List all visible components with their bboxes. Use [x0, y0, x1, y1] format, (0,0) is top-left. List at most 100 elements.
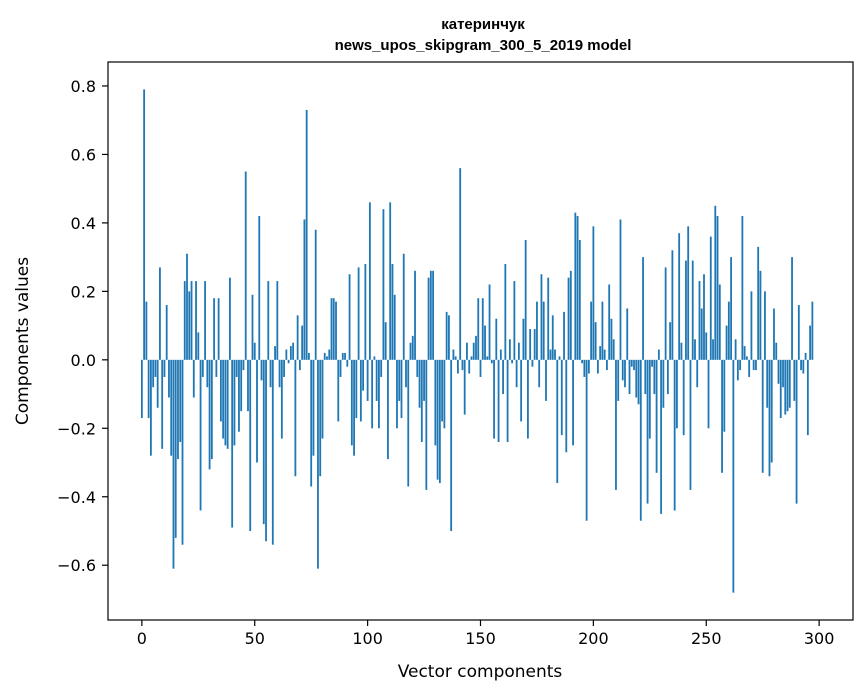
bar: [256, 359, 258, 463]
bar: [536, 301, 538, 360]
bar: [258, 216, 261, 360]
bar: [459, 168, 462, 360]
bar: [330, 298, 333, 360]
bar: [635, 359, 638, 398]
bar: [407, 359, 410, 487]
bar: [777, 359, 780, 384]
bar: [310, 359, 313, 487]
y-tick-label: 0.0: [71, 351, 96, 370]
bar: [797, 305, 800, 360]
bar: [642, 257, 644, 360]
bar: [721, 359, 723, 473]
bar: [274, 346, 276, 360]
bar: [398, 359, 401, 401]
bar: [226, 359, 229, 449]
bar: [355, 359, 358, 419]
bar: [655, 359, 658, 473]
bar: [188, 291, 191, 360]
bar: [145, 301, 148, 360]
bar: [319, 359, 322, 477]
bar: [531, 359, 534, 367]
bar: [240, 359, 243, 412]
bar: [637, 359, 640, 405]
bar: [513, 281, 516, 360]
bar: [429, 270, 432, 360]
bar: [488, 284, 491, 360]
bar: [804, 352, 807, 360]
bar: [251, 294, 254, 360]
bar: [213, 298, 216, 360]
bar: [197, 332, 200, 360]
bar: [748, 359, 751, 377]
bar: [389, 202, 392, 360]
bar: [409, 342, 412, 360]
bar: [508, 339, 511, 360]
bar: [741, 216, 744, 360]
bars-group: [140, 89, 814, 593]
bar: [732, 359, 735, 593]
bar: [468, 359, 471, 374]
bar: [375, 359, 378, 401]
bar: [621, 359, 624, 381]
bar: [633, 359, 635, 371]
bar: [606, 359, 608, 371]
bar: [159, 267, 161, 360]
bar: [366, 359, 369, 401]
bar: [773, 308, 775, 360]
bar: [703, 274, 705, 360]
bar: [734, 339, 737, 360]
bar: [547, 277, 550, 360]
bar: [648, 359, 651, 439]
bar: [788, 359, 791, 408]
bar: [301, 325, 304, 360]
x-axis-label: Vector components: [398, 662, 563, 682]
bar: [764, 291, 766, 360]
bar: [206, 359, 209, 388]
bar: [653, 359, 656, 395]
bar: [545, 359, 547, 401]
plot-frame: [107, 61, 854, 621]
bar: [321, 359, 324, 439]
bar: [443, 359, 446, 429]
bar: [743, 346, 746, 360]
bar: [558, 356, 561, 360]
bar: [696, 359, 699, 388]
bar: [495, 318, 498, 360]
bar: [520, 359, 523, 422]
bar: [615, 359, 617, 490]
bar: [199, 359, 202, 511]
y-tick-label: 0.6: [71, 145, 96, 164]
bar: [594, 322, 597, 360]
bar: [305, 109, 308, 360]
bar: [457, 359, 459, 374]
bar: [378, 359, 380, 429]
bar: [554, 349, 556, 360]
bar: [718, 284, 721, 360]
bar: [183, 281, 186, 360]
bar: [396, 359, 398, 429]
bar: [680, 342, 683, 360]
bar: [441, 359, 444, 422]
bar: [391, 263, 394, 360]
bar: [730, 257, 732, 360]
bar: [371, 359, 374, 429]
bar: [662, 359, 665, 408]
bar: [626, 308, 629, 360]
bar: [283, 359, 285, 377]
bar: [809, 325, 812, 360]
bar: [811, 301, 814, 360]
bar: [497, 359, 500, 442]
bar: [289, 346, 292, 360]
bar: [393, 294, 396, 360]
bar: [755, 359, 757, 371]
bar: [161, 359, 164, 449]
bar: [238, 359, 240, 432]
bar: [583, 359, 586, 377]
chart-subtitle: news_upos_skipgram_300_5_2019 model: [335, 37, 632, 54]
bar: [434, 359, 437, 446]
bar: [576, 216, 579, 360]
bar: [490, 359, 493, 364]
bar: [689, 359, 692, 490]
bar: [587, 359, 590, 374]
bar: [502, 359, 504, 395]
